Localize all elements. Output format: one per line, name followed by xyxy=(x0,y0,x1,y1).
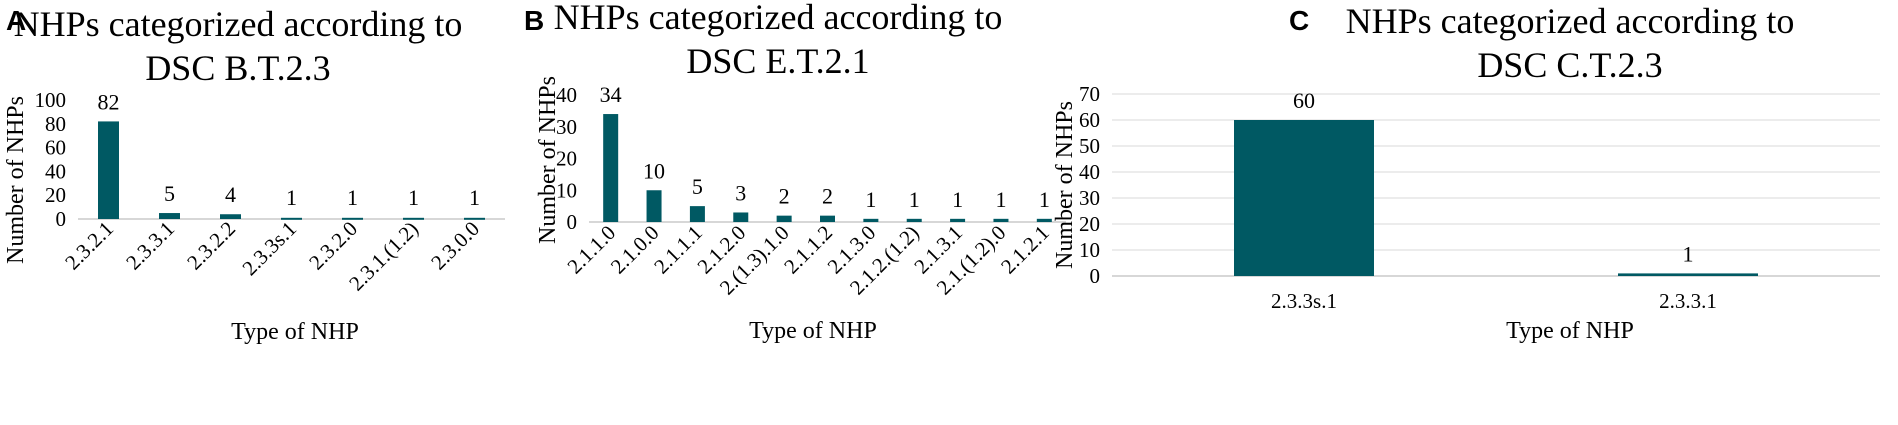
panel-letter: C xyxy=(1289,5,1309,36)
y-tick-label: 40 xyxy=(556,83,577,107)
y-tick-label: 20 xyxy=(1079,212,1100,236)
x-tick-label: 2.3.3.1 xyxy=(1659,289,1717,313)
y-tick-label: 30 xyxy=(556,115,577,139)
y-tick-label: 100 xyxy=(35,88,67,112)
chart-title-line: DSC C.T.2.3 xyxy=(1477,45,1662,85)
x-tick-label: 2.3.3s.1 xyxy=(1271,289,1337,313)
data-label: 1 xyxy=(909,187,920,212)
x-tick-label: 2.1.0.0 xyxy=(606,221,664,279)
y-tick-label: 10 xyxy=(1079,238,1100,262)
y-tick-label: 80 xyxy=(45,112,66,136)
y-tick-label: 0 xyxy=(56,207,67,231)
y-tick-label: 60 xyxy=(1079,108,1100,132)
bar xyxy=(776,215,792,222)
bar xyxy=(1618,273,1758,276)
chart-title-line: NHPs categorized according to xyxy=(1346,1,1795,41)
panel-letter: B xyxy=(524,5,544,36)
y-axis-label: Number of NHPs xyxy=(1052,101,1078,269)
x-tick-label: 2.3.0.0 xyxy=(426,217,484,275)
chart-title-line: NHPs categorized according to xyxy=(554,0,1003,37)
data-label: 34 xyxy=(600,82,622,107)
y-tick-label: 0 xyxy=(1090,264,1101,288)
bar xyxy=(342,217,363,220)
x-axis-label: Type of NHP xyxy=(1506,318,1634,344)
data-label: 10 xyxy=(643,158,665,183)
data-label: 1 xyxy=(347,185,358,210)
x-axis-label: Type of NHP xyxy=(749,318,877,344)
y-tick-label: 40 xyxy=(45,159,66,183)
bar xyxy=(1234,120,1374,276)
chart-panel-b: B NHPs categorized according to DSC E.T.2.… xyxy=(524,0,1066,344)
bar xyxy=(733,212,749,222)
y-tick-label: 50 xyxy=(1079,134,1100,158)
x-tick-label: 2.3.2.1 xyxy=(60,217,118,275)
bar xyxy=(220,214,241,219)
bar xyxy=(993,218,1009,222)
data-label: 1 xyxy=(286,185,297,210)
panel-letter: A xyxy=(6,5,26,36)
x-tick-label: 2.1.2.1 xyxy=(996,221,1054,279)
y-tick-label: 60 xyxy=(45,136,66,160)
x-tick-label: 2.3.3s.1 xyxy=(237,217,301,281)
y-tick-label: 30 xyxy=(1079,186,1100,210)
y-axis-label: Number of NHPs xyxy=(3,96,29,264)
bar xyxy=(603,114,619,222)
x-tick-label: 2.3.2.2 xyxy=(182,217,240,275)
data-label: 1 xyxy=(408,185,419,210)
x-axis-label: Type of NHP xyxy=(231,319,359,345)
data-label: 82 xyxy=(98,89,120,114)
bar xyxy=(403,217,424,220)
bar xyxy=(281,217,302,220)
bar xyxy=(689,206,705,222)
data-label: 1 xyxy=(1039,187,1050,212)
y-tick-label: 20 xyxy=(45,183,66,207)
bar xyxy=(159,213,180,219)
y-tick-label: 70 xyxy=(1079,82,1100,106)
bar xyxy=(950,218,966,222)
data-label: 1 xyxy=(469,185,480,210)
data-label: 1 xyxy=(865,187,876,212)
bar xyxy=(1036,218,1052,222)
data-label: 5 xyxy=(164,181,175,206)
bar xyxy=(464,217,485,220)
data-label: 1 xyxy=(1683,241,1694,266)
bar xyxy=(820,215,835,222)
data-label: 60 xyxy=(1293,88,1315,113)
data-label: 5 xyxy=(692,174,703,199)
y-tick-label: 40 xyxy=(1079,160,1100,184)
chart-title-line: DSC B.T.2.3 xyxy=(145,48,330,88)
y-tick-label: 10 xyxy=(556,178,577,202)
data-label: 1 xyxy=(995,187,1006,212)
x-tick-label: 2.1.1.2 xyxy=(779,221,837,279)
chart-title-line: NHPs categorized according to xyxy=(14,4,463,44)
data-label: 2 xyxy=(822,184,833,209)
y-tick-label: 0 xyxy=(567,210,578,234)
bar xyxy=(646,190,662,222)
y-axis-label: Number of NHPs xyxy=(535,76,561,244)
x-tick-label: 2.3.2.0 xyxy=(304,217,362,275)
x-tick-label: 2.1.1.1 xyxy=(649,221,707,279)
x-tick-label: 2.3.3.1 xyxy=(121,217,179,275)
y-tick-label: 20 xyxy=(556,147,577,171)
bar xyxy=(98,121,119,219)
bar xyxy=(863,218,879,222)
data-label: 3 xyxy=(735,180,746,205)
data-label: 1 xyxy=(952,187,963,212)
bar xyxy=(906,218,922,222)
chart-title-line: DSC E.T.2.1 xyxy=(686,41,869,81)
data-label: 2 xyxy=(779,184,790,209)
data-label: 4 xyxy=(225,182,236,207)
